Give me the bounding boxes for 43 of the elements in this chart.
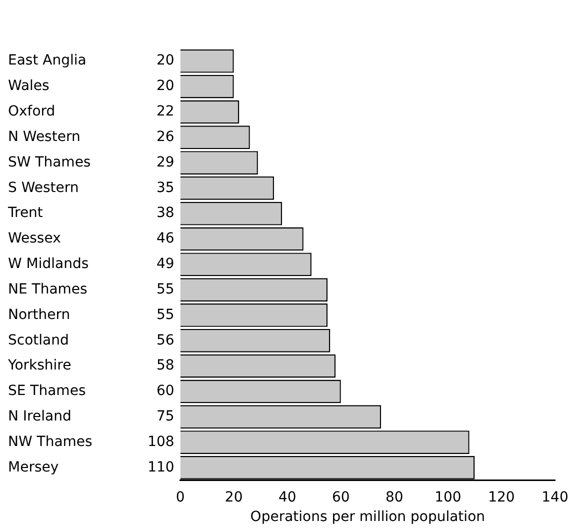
x-tick-label: 40	[278, 489, 296, 506]
y-tick-label: SE Thames	[8, 383, 86, 400]
data-label: 35	[156, 180, 174, 196]
data-label: 22	[156, 104, 174, 120]
x-tick-label: 20	[224, 489, 243, 506]
x-tick-label: 100	[434, 489, 462, 506]
data-label: 110	[148, 459, 174, 476]
data-label: 26	[156, 128, 174, 145]
x-tick-label: 60	[332, 489, 350, 506]
data-label: 20	[156, 52, 174, 69]
x-axis-title: Operations per million population	[250, 509, 486, 526]
y-tick-label: Oxford	[8, 104, 56, 120]
y-tick-label: Wales	[8, 78, 50, 94]
data-label: 55	[156, 306, 174, 323]
data-label: 49	[156, 256, 174, 272]
y-tick-label: Trent	[7, 205, 44, 222]
y-tick-label: S Western	[8, 180, 79, 196]
y-tick-label: W Midlands	[8, 256, 89, 272]
data-label: 58	[156, 358, 174, 374]
y-tick-label: Northern	[8, 306, 70, 323]
y-tick-label: N Ireland	[8, 408, 72, 425]
data-label: 60	[156, 383, 174, 400]
y-tick-label: NW Thames	[8, 434, 92, 450]
y-tick-label: Scotland	[8, 332, 69, 348]
x-tick-label: 140	[542, 489, 568, 506]
y-tick-label: N Western	[8, 128, 80, 145]
x-tick-label: 120	[488, 489, 515, 506]
y-tick-label: Wessex	[8, 230, 61, 247]
x-tick-label: 0	[176, 489, 185, 506]
data-label: 55	[156, 281, 174, 298]
data-label: 20	[156, 78, 174, 94]
data-label: 46	[156, 230, 174, 247]
data-label: 56	[156, 332, 174, 348]
data-label: 75	[156, 408, 174, 425]
data-label: 38	[156, 205, 174, 222]
y-tick-label: NE Thames	[8, 281, 88, 298]
y-tick-label: Mersey	[8, 459, 59, 476]
data-label: 29	[156, 154, 174, 170]
y-tick-label: Yorkshire	[7, 358, 72, 374]
y-tick-label: East Anglia	[8, 52, 86, 69]
y-tick-label: SW Thames	[8, 154, 91, 170]
data-label: 108	[148, 434, 174, 450]
x-tick-label: 80	[386, 489, 404, 506]
